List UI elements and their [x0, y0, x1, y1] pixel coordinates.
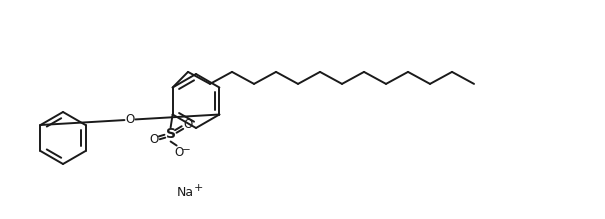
- Text: O: O: [183, 118, 192, 131]
- Text: O: O: [125, 113, 134, 126]
- Text: S: S: [166, 127, 175, 141]
- Text: O: O: [174, 146, 183, 159]
- Text: O: O: [149, 133, 159, 146]
- Text: −: −: [182, 145, 191, 155]
- Text: +: +: [194, 183, 203, 193]
- Text: Na: Na: [177, 185, 194, 198]
